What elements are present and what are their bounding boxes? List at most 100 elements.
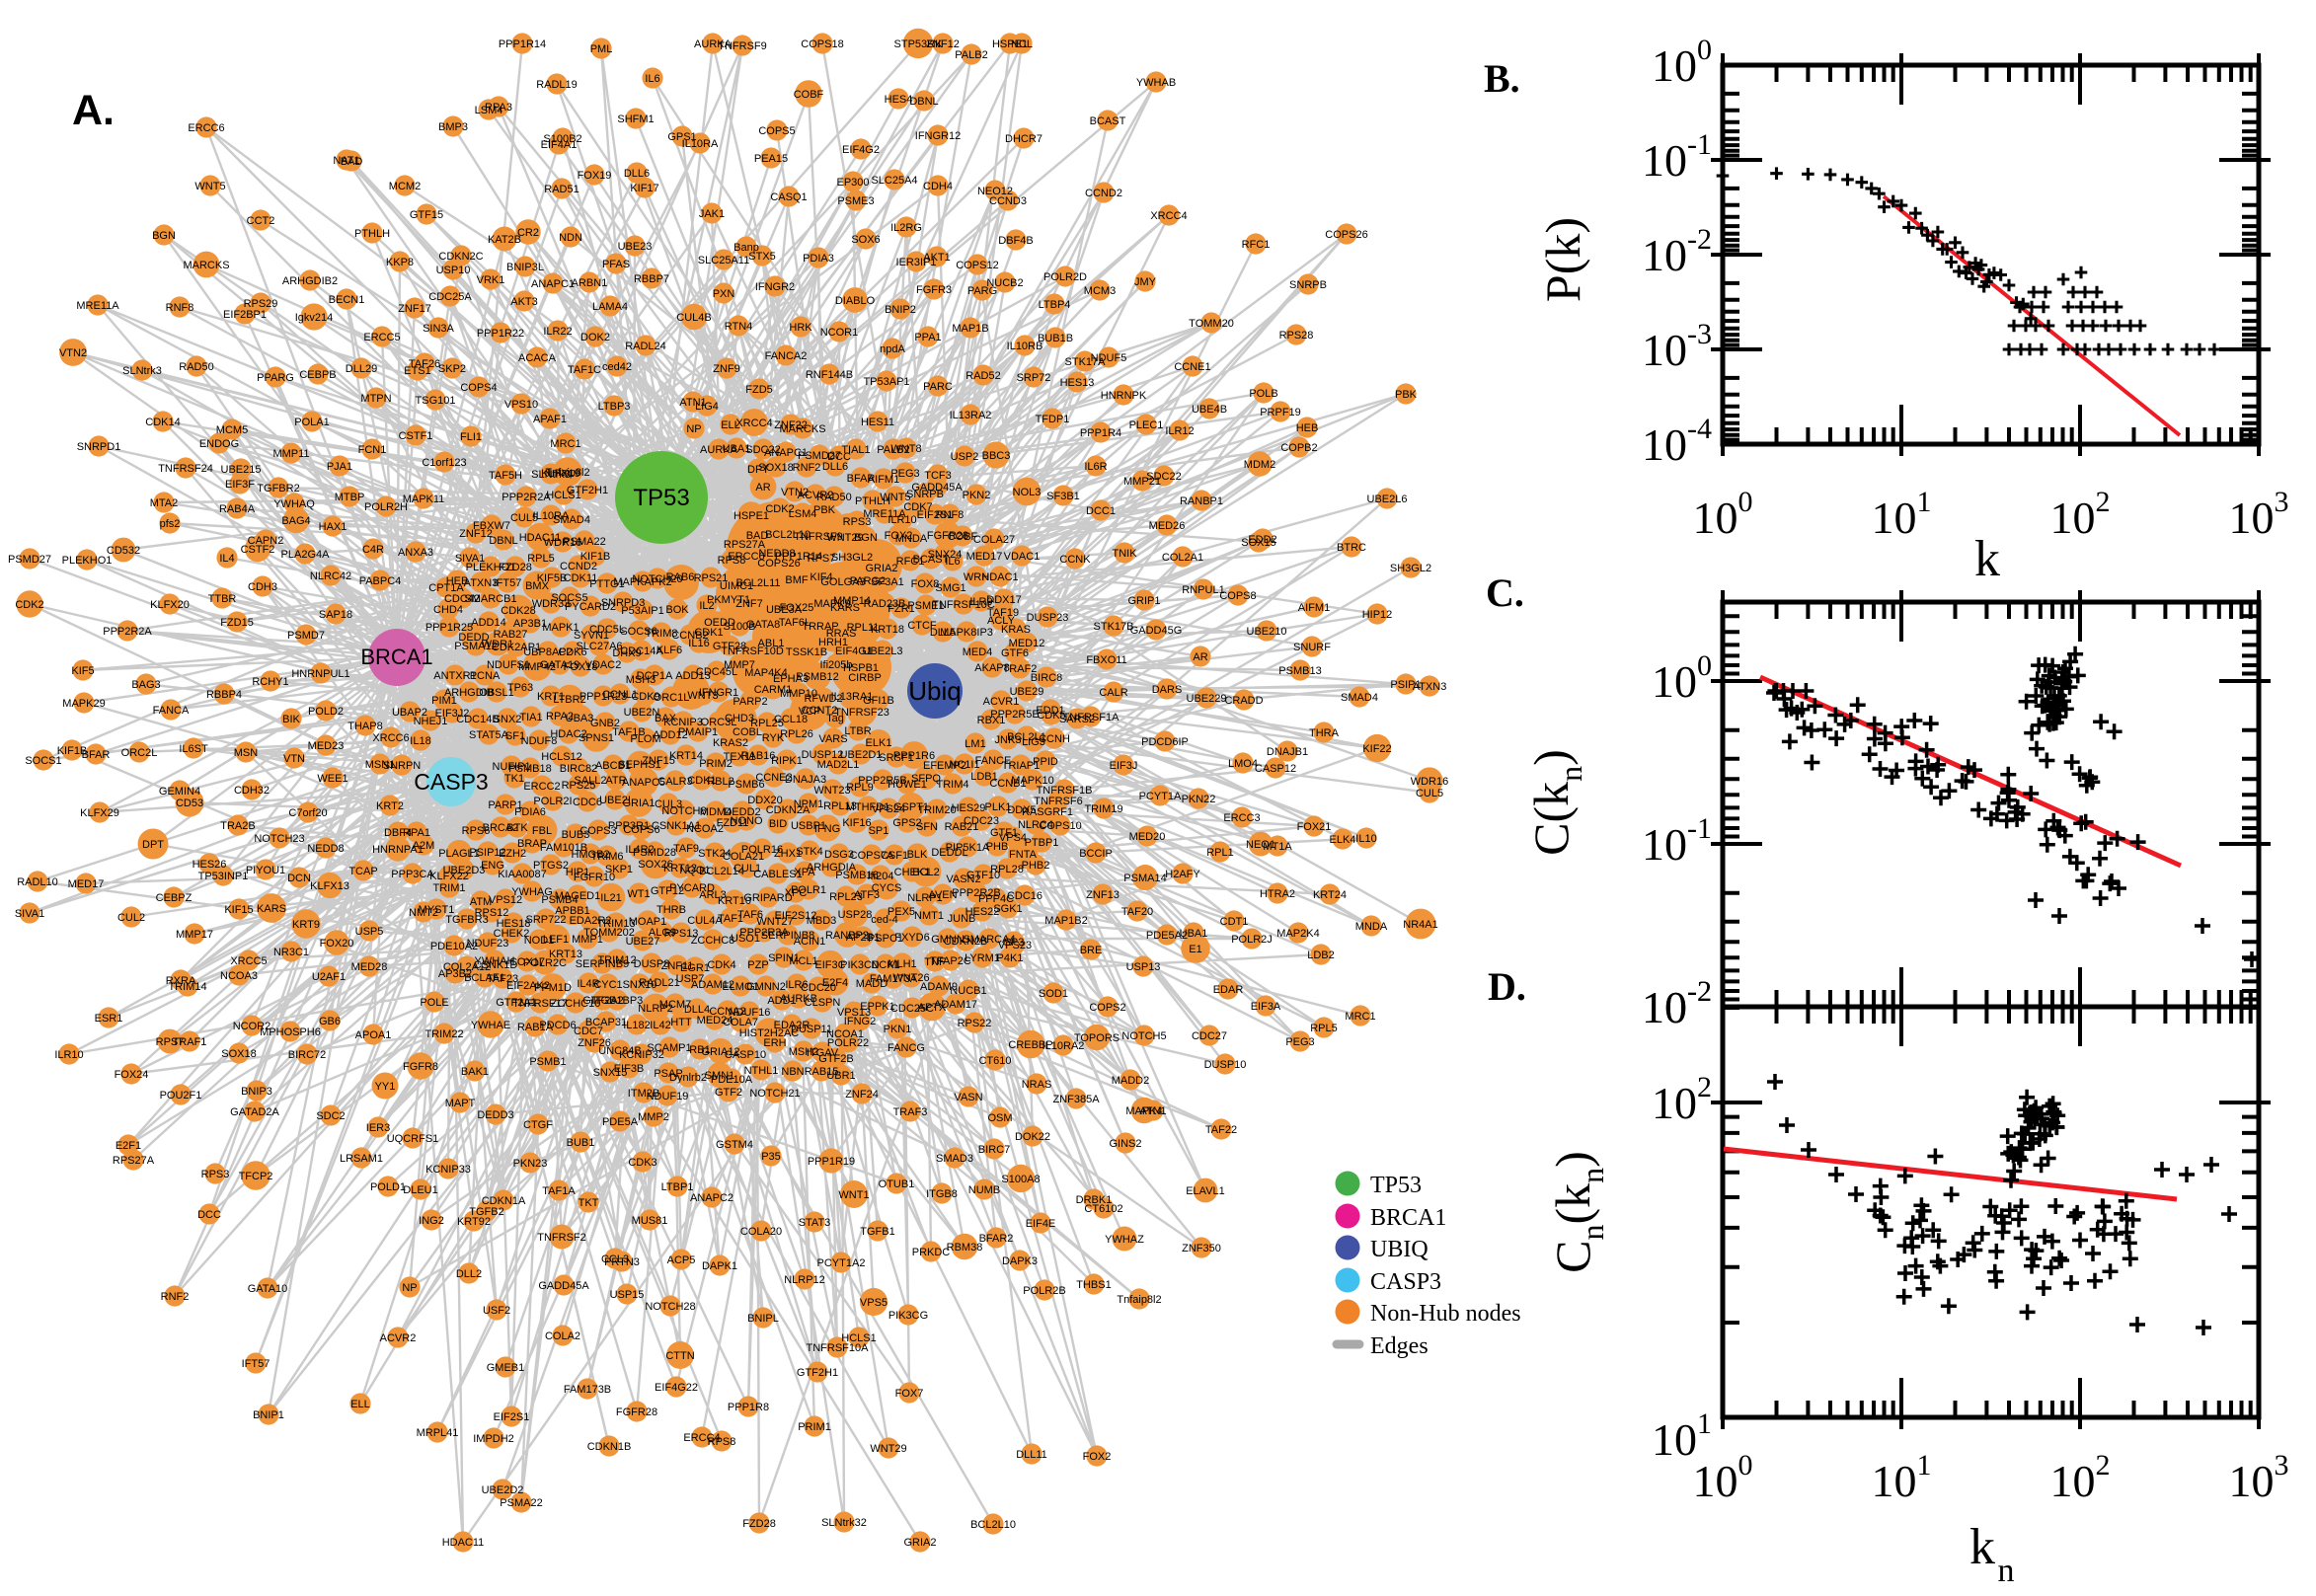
svg-text:PPID: PPID	[1033, 756, 1058, 768]
svg-text:HTRA2: HTRA2	[1260, 888, 1295, 900]
svg-text:COPB2: COPB2	[1280, 442, 1317, 454]
svg-text:CDT1: CDT1	[1220, 916, 1249, 928]
svg-text:PKN2: PKN2	[963, 490, 991, 501]
svg-text:EIF4G2: EIF4G2	[842, 144, 880, 156]
svg-text:COL2A1: COL2A1	[1162, 552, 1203, 564]
svg-text:EIF3B: EIF3B	[614, 1063, 645, 1075]
svg-text:UBR1: UBR1	[826, 1070, 855, 1082]
svg-text:EIF4E: EIF4E	[1026, 1218, 1056, 1230]
svg-text:TP53: TP53	[633, 485, 689, 511]
svg-text:CUL4B: CUL4B	[676, 312, 711, 324]
svg-text:SMAD3: SMAD3	[936, 1153, 973, 1165]
svg-text:UBE215: UBE215	[221, 464, 262, 476]
svg-text:RNF8: RNF8	[936, 509, 965, 521]
svg-text:LEF1: LEF1	[543, 934, 569, 946]
svg-text:HRK: HRK	[789, 322, 812, 334]
svg-text:PSMB1: PSMB1	[529, 1056, 566, 1068]
svg-text:UQCRFS1: UQCRFS1	[387, 1133, 439, 1145]
svg-text:POLR2I: POLR2I	[533, 796, 572, 807]
svg-text:SNRPB: SNRPB	[1289, 279, 1327, 291]
svg-text:PZP: PZP	[747, 959, 768, 971]
svg-text:CDH3: CDH3	[248, 581, 277, 593]
svg-text:IL4: IL4	[219, 553, 234, 565]
svg-text:YWHAE: YWHAE	[471, 1020, 510, 1031]
svg-text:GRIA2: GRIA2	[865, 563, 897, 574]
svg-text:DCC1: DCC1	[1086, 505, 1116, 517]
svg-text:SDC2: SDC2	[316, 1110, 345, 1122]
svg-text:ILR22: ILR22	[543, 326, 572, 338]
svg-text:CEBPZ: CEBPZ	[156, 892, 193, 904]
svg-text:MED17: MED17	[966, 551, 1003, 563]
svg-text:BMF: BMF	[785, 574, 809, 586]
svg-text:PPA1: PPA1	[914, 332, 941, 343]
svg-text:Non-Hub nodes: Non-Hub nodes	[1370, 1301, 1521, 1327]
svg-text:PML: PML	[590, 43, 613, 55]
svg-text:WNT23: WNT23	[813, 785, 850, 797]
svg-text:FOX19: FOX19	[578, 170, 612, 182]
svg-text:COPS10: COPS10	[1039, 820, 1081, 832]
svg-text:CDK3: CDK3	[628, 1157, 656, 1169]
svg-text:PPP2R2A: PPP2R2A	[103, 626, 152, 638]
svg-text:NUMB: NUMB	[968, 1184, 1000, 1196]
svg-text:MSN: MSN	[234, 747, 259, 759]
svg-text:EIF2BP1: EIF2BP1	[223, 309, 267, 321]
svg-text:ANAPC2: ANAPC2	[690, 1192, 733, 1204]
svg-text:COPS4: COPS4	[460, 382, 497, 394]
svg-text:AKT1: AKT1	[923, 252, 951, 264]
svg-text:MAP2K4: MAP2K4	[1276, 928, 1319, 940]
svg-text:TGFB2: TGFB2	[469, 1206, 503, 1218]
svg-text:SGK1: SGK1	[993, 903, 1022, 915]
svg-text:POLR2D: POLR2D	[1043, 271, 1087, 283]
svg-text:POLR1: POLR1	[791, 884, 826, 896]
svg-text:SIVA1: SIVA1	[15, 908, 44, 920]
svg-text:BBC3: BBC3	[982, 450, 1011, 462]
svg-text:RNF144B: RNF144B	[806, 369, 853, 381]
svg-text:Tnfaip8l2: Tnfaip8l2	[1117, 1294, 1161, 1306]
svg-text:CDH4: CDH4	[923, 181, 953, 192]
svg-text:A.: A.	[72, 87, 115, 134]
svg-text:ENDOG: ENDOG	[199, 438, 239, 450]
svg-text:GRIA1: GRIA1	[622, 798, 655, 809]
svg-text:NEDD8: NEDD8	[758, 548, 795, 560]
svg-text:CASP3: CASP3	[1370, 1269, 1441, 1295]
svg-text:POLA1: POLA1	[294, 417, 329, 428]
svg-text:BCAP31: BCAP31	[585, 1017, 627, 1028]
svg-text:TFCP2: TFCP2	[239, 1171, 273, 1182]
svg-text:PPP3CA: PPP3CA	[391, 869, 434, 880]
svg-text:TOMM20: TOMM20	[1189, 318, 1234, 330]
svg-text:RBBP4: RBBP4	[206, 689, 242, 701]
svg-text:GEMIN4: GEMIN4	[159, 786, 200, 798]
svg-text:IFNG2: IFNG2	[844, 1016, 876, 1027]
svg-text:ILR10: ILR10	[888, 514, 916, 526]
svg-text:NOTCH28: NOTCH28	[645, 1301, 695, 1313]
svg-text:RADL24: RADL24	[625, 341, 666, 352]
svg-text:PARG: PARG	[967, 285, 997, 297]
svg-text:MBD3: MBD3	[807, 915, 837, 927]
svg-text:PRIM1: PRIM1	[798, 1421, 831, 1433]
svg-text:IL6: IL6	[645, 73, 659, 85]
svg-text:GADD45A: GADD45A	[911, 482, 963, 494]
svg-text:RADL10: RADL10	[17, 876, 58, 888]
svg-text:TRIM14: TRIM14	[168, 981, 206, 993]
svg-text:NONO: NONO	[731, 815, 763, 827]
svg-text:KLFX19: KLFX19	[541, 468, 580, 480]
svg-text:OTUB1: OTUB1	[879, 1178, 915, 1190]
svg-text:FGFR8: FGFR8	[403, 1061, 438, 1073]
svg-text:SP1: SP1	[869, 825, 889, 837]
svg-text:UBE2D3: UBE2D3	[443, 865, 486, 876]
svg-text:CCNK: CCNK	[1059, 554, 1091, 566]
svg-text:CDC25A: CDC25A	[428, 291, 472, 303]
svg-text:UBA1: UBA1	[1180, 928, 1208, 940]
svg-text:FANCG: FANCG	[888, 1042, 925, 1054]
svg-text:TNFRSF6: TNFRSF6	[1034, 796, 1083, 807]
svg-text:POLB: POLB	[1249, 388, 1277, 400]
svg-text:NDN: NDN	[559, 232, 582, 244]
svg-text:CD53: CD53	[176, 798, 203, 809]
svg-text:RPL5: RPL5	[1310, 1023, 1338, 1034]
svg-text:BAG4: BAG4	[281, 515, 310, 527]
svg-text:PRTN3: PRTN3	[604, 1256, 640, 1268]
svg-text:RNF2: RNF2	[161, 1291, 190, 1303]
svg-text:CUL5: CUL5	[1416, 788, 1443, 799]
svg-text:MRPL41: MRPL41	[417, 1427, 459, 1439]
svg-text:KARS: KARS	[257, 903, 286, 915]
